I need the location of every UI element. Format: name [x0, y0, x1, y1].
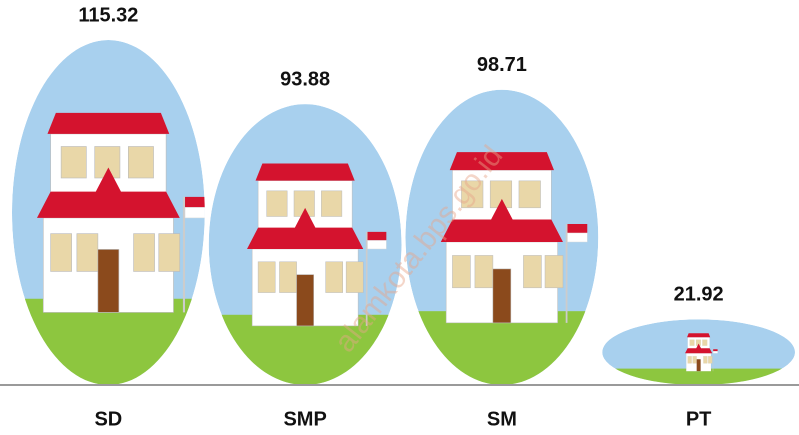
window: [687, 356, 692, 364]
flag-red: [713, 349, 718, 352]
window: [702, 339, 708, 346]
pictogram: [208, 104, 402, 385]
flag-white: [713, 351, 718, 354]
roof: [687, 333, 711, 338]
window: [703, 356, 708, 364]
roof: [440, 198, 563, 242]
window: [133, 233, 155, 272]
value-label: 98.71: [477, 54, 527, 76]
category-label: SM: [487, 408, 517, 430]
window: [60, 146, 87, 179]
house-group: [246, 163, 387, 327]
value-label: 93.88: [280, 68, 330, 90]
pictogram: [602, 319, 795, 385]
roof: [449, 152, 555, 171]
house: [246, 163, 387, 327]
window: [474, 255, 494, 289]
window: [708, 356, 713, 364]
window: [266, 190, 288, 217]
flag-red: [367, 231, 387, 241]
value-label: 115.32: [78, 4, 138, 26]
house-group: [440, 152, 588, 324]
roof: [246, 207, 364, 249]
door: [97, 249, 120, 313]
window: [689, 339, 695, 346]
flag-white: [367, 240, 387, 250]
door: [696, 359, 701, 372]
door: [492, 268, 512, 324]
category-label: SMP: [283, 408, 326, 430]
window: [279, 261, 297, 293]
value-label: 21.92: [674, 284, 724, 306]
category-label: SD: [94, 408, 122, 430]
roof: [255, 163, 355, 181]
door: [296, 274, 314, 327]
window: [544, 255, 564, 289]
window: [461, 180, 484, 209]
window: [523, 255, 542, 289]
window: [345, 261, 364, 293]
window: [452, 255, 471, 289]
flag-white: [567, 232, 588, 243]
house: [36, 112, 205, 313]
flag-white: [184, 207, 205, 219]
window: [128, 146, 154, 179]
window: [158, 233, 181, 272]
marks: [12, 40, 795, 385]
house: [685, 333, 718, 372]
house: [440, 152, 588, 324]
house-group: [36, 112, 205, 313]
flag-red: [185, 196, 205, 208]
window: [76, 233, 99, 272]
flag-red: [567, 223, 588, 233]
window: [325, 261, 343, 293]
window: [321, 190, 343, 217]
window: [50, 233, 72, 272]
window: [692, 356, 697, 364]
roof: [47, 112, 170, 134]
pictogram: [12, 40, 205, 385]
window: [518, 180, 541, 209]
category-label: PT: [686, 408, 712, 430]
window: [257, 261, 276, 293]
house-group: [685, 333, 718, 372]
roof: [685, 343, 713, 354]
roof: [36, 167, 180, 218]
